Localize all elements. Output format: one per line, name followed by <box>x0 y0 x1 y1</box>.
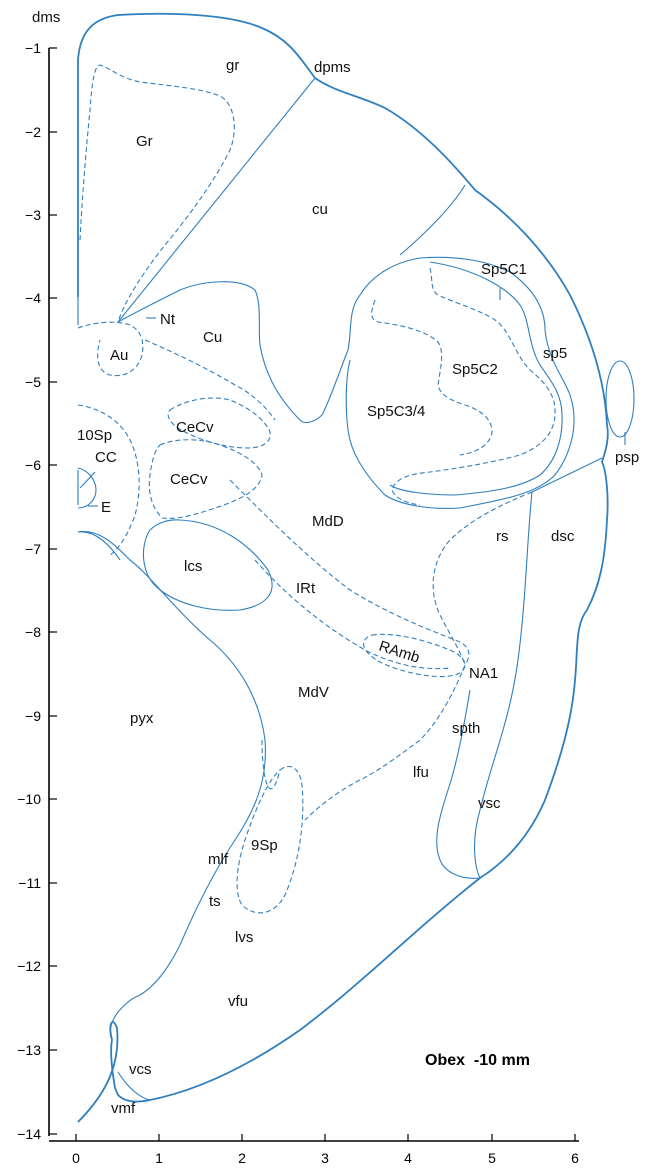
region-label-ts: ts <box>209 893 221 910</box>
y-tick-label: −3 <box>25 207 41 223</box>
region-label-Sp5C2: Sp5C2 <box>452 361 498 378</box>
x-tick-label: 6 <box>571 1150 579 1166</box>
y-tick-label: −6 <box>25 457 41 473</box>
region-label-vsc: vsc <box>478 795 501 812</box>
gr-nucleus-outline <box>79 64 235 323</box>
y-tick-label: −11 <box>18 875 41 891</box>
region-label-Nt: Nt <box>160 311 176 328</box>
region-label-Gr: Gr <box>136 133 153 150</box>
region-label-9Sp: 9Sp <box>251 837 278 854</box>
cc-pointer <box>79 471 96 489</box>
region-label-E: E <box>101 499 111 516</box>
region-label-mlf: mlf <box>208 851 229 868</box>
region-label-rs: rs <box>496 528 509 545</box>
mdv-lower-boundary <box>261 739 281 790</box>
y-tick-label: −12 <box>17 958 41 974</box>
y-axis: −1 −2 −3 −4 −5 −6 −7 −8 −9 −10 −11 −12 −… <box>17 40 57 1142</box>
region-label-Sp5C3-4: Sp5C3/4 <box>367 403 425 420</box>
cecv-lower-outline <box>148 439 263 519</box>
cc-outline <box>77 467 97 509</box>
psp-outline <box>605 360 635 438</box>
gr-cu-boundary <box>117 77 316 323</box>
region-label-dpms: dpms <box>314 59 351 76</box>
cu-lower-boundary <box>144 339 276 421</box>
10sp-outline <box>77 404 140 556</box>
region-label-vcs: vcs <box>129 1061 152 1078</box>
region-label-lcs: lcs <box>184 558 202 575</box>
obex-stage-label: Obex -10 mm <box>425 1052 530 1069</box>
region-label-Au: Au <box>110 347 128 364</box>
vmf-fissure <box>109 995 151 1101</box>
y-tick-label: −1 <box>25 40 41 56</box>
sp5c2-outline <box>391 267 556 506</box>
x-tick-label: 0 <box>72 1150 80 1166</box>
region-label-IRt: IRt <box>296 580 316 597</box>
y-tick-label: −5 <box>25 374 41 390</box>
region-label-CC: CC <box>95 449 117 466</box>
cecv-upper-outline <box>167 397 271 449</box>
region-label-vfu: vfu <box>228 993 248 1010</box>
region-label-MdD: MdD <box>312 513 344 530</box>
x-tick-label: 2 <box>238 1150 246 1166</box>
region-label-NA1: NA1 <box>469 665 498 682</box>
region-label-psp: psp <box>615 449 639 466</box>
region-label-CeCv-upper: CeCv <box>176 419 214 436</box>
region-label-RAmb: RAmb <box>377 638 422 667</box>
region-label-dsc: dsc <box>551 528 575 545</box>
cu-nucleus-outline <box>117 257 421 424</box>
x-tick-label: 4 <box>404 1150 412 1166</box>
y-tick-label: −13 <box>17 1042 41 1058</box>
region-label-MdV: MdV <box>298 684 329 701</box>
pyx-boundary <box>77 530 266 997</box>
region-label-CeCv-lower: CeCv <box>170 471 208 488</box>
region-label-lvs: lvs <box>235 929 253 946</box>
ramb-outline <box>363 633 466 678</box>
region-label-sp5: sp5 <box>543 345 567 362</box>
region-label-gr: gr <box>226 57 239 74</box>
sp5-outer-outline <box>345 256 575 509</box>
region-label-lfu: lfu <box>413 764 429 781</box>
section-outline <box>77 12 609 1123</box>
x-axis: 0 1 2 3 4 5 6 <box>49 1134 579 1166</box>
y-tick-label: −9 <box>25 708 41 724</box>
sp5c34-outline <box>371 299 493 456</box>
region-label-Sp5C1: Sp5C1 <box>481 261 527 278</box>
lcs-outline <box>142 519 273 611</box>
region-label-cu: cu <box>312 201 328 218</box>
9sp-outline <box>236 766 304 914</box>
y-tick-label: −10 <box>17 791 41 807</box>
region-label-10Sp: 10Sp <box>77 427 112 444</box>
y-tick-label: −2 <box>25 124 41 140</box>
region-label-spth: spth <box>452 720 480 737</box>
region-label-vmf: vmf <box>111 1100 136 1117</box>
irt-upper-boundary <box>229 479 470 666</box>
lfu-vsc-boundary <box>436 689 481 879</box>
region-label-Cu: Cu <box>203 329 222 346</box>
sp5-inner-outline <box>389 261 563 496</box>
au-nucleus-outline <box>77 321 144 377</box>
x-tick-label: 1 <box>155 1150 163 1166</box>
region-label-dms: dms <box>32 9 60 26</box>
y-tick-label: −7 <box>25 541 41 557</box>
x-tick-label: 3 <box>321 1150 329 1166</box>
region-label-pyx: pyx <box>130 710 154 727</box>
irt-lower-boundary <box>254 559 451 670</box>
x-tick-label: 5 <box>488 1150 496 1166</box>
y-tick-label: −4 <box>25 290 41 306</box>
y-tick-label: −8 <box>25 624 41 640</box>
dsc-boundary <box>474 457 603 879</box>
cu-sp5-boundary <box>399 184 466 256</box>
y-tick-label: −14 <box>17 1126 41 1142</box>
